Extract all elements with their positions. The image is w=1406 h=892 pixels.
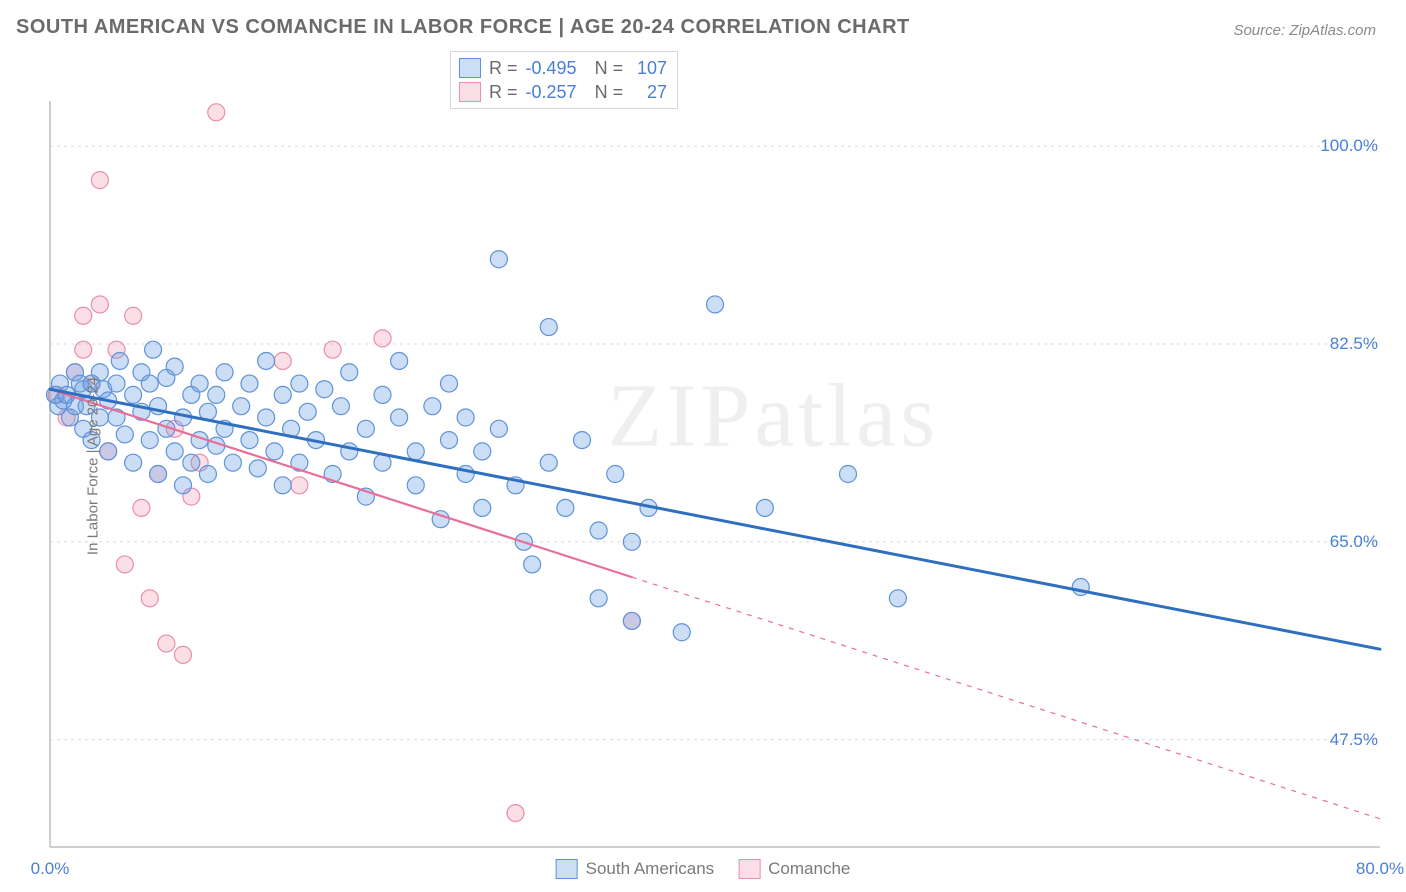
legend-n-value: 27 <box>631 80 667 104</box>
legend-swatch <box>556 859 578 879</box>
chart-title: SOUTH AMERICAN VS COMANCHE IN LABOR FORC… <box>16 16 910 39</box>
legend-item: Comanche <box>738 859 850 879</box>
legend-n-value: 107 <box>631 56 667 80</box>
legend-label: South Americans <box>586 859 715 879</box>
series-legend: South Americans Comanche <box>556 859 851 879</box>
legend-r-label: R = <box>489 80 518 104</box>
y-tick-label: 47.5% <box>1330 730 1378 750</box>
legend-r-label: R = <box>489 56 518 80</box>
y-tick-label: 82.5% <box>1330 334 1378 354</box>
legend-row: R = -0.257 N = 27 <box>459 80 667 104</box>
legend-swatch <box>459 82 481 102</box>
chart-container: In Labor Force | Age 20-24 ZIPatlas R = … <box>0 47 1406 885</box>
legend-row: R = -0.495 N = 107 <box>459 56 667 80</box>
legend-r-value: -0.257 <box>526 80 577 104</box>
chart-source: Source: ZipAtlas.com <box>1233 22 1376 39</box>
legend-label: Comanche <box>768 859 850 879</box>
legend-item: South Americans <box>556 859 715 879</box>
legend-n-label: N = <box>595 56 624 80</box>
legend-swatch <box>738 859 760 879</box>
legend-swatch <box>459 58 481 78</box>
legend-n-label: N = <box>595 80 624 104</box>
x-tick-label: 0.0% <box>31 859 70 879</box>
scatter-chart <box>0 47 1406 885</box>
x-tick-label: 80.0% <box>1356 859 1404 879</box>
legend-r-value: -0.495 <box>526 56 577 80</box>
chart-header: SOUTH AMERICAN VS COMANCHE IN LABOR FORC… <box>0 0 1406 47</box>
y-tick-label: 65.0% <box>1330 532 1378 552</box>
correlation-legend: R = -0.495 N = 107 R = -0.257 N = 27 <box>450 51 678 109</box>
y-axis-label: In Labor Force | Age 20-24 <box>85 377 102 555</box>
y-tick-label: 100.0% <box>1320 136 1378 156</box>
